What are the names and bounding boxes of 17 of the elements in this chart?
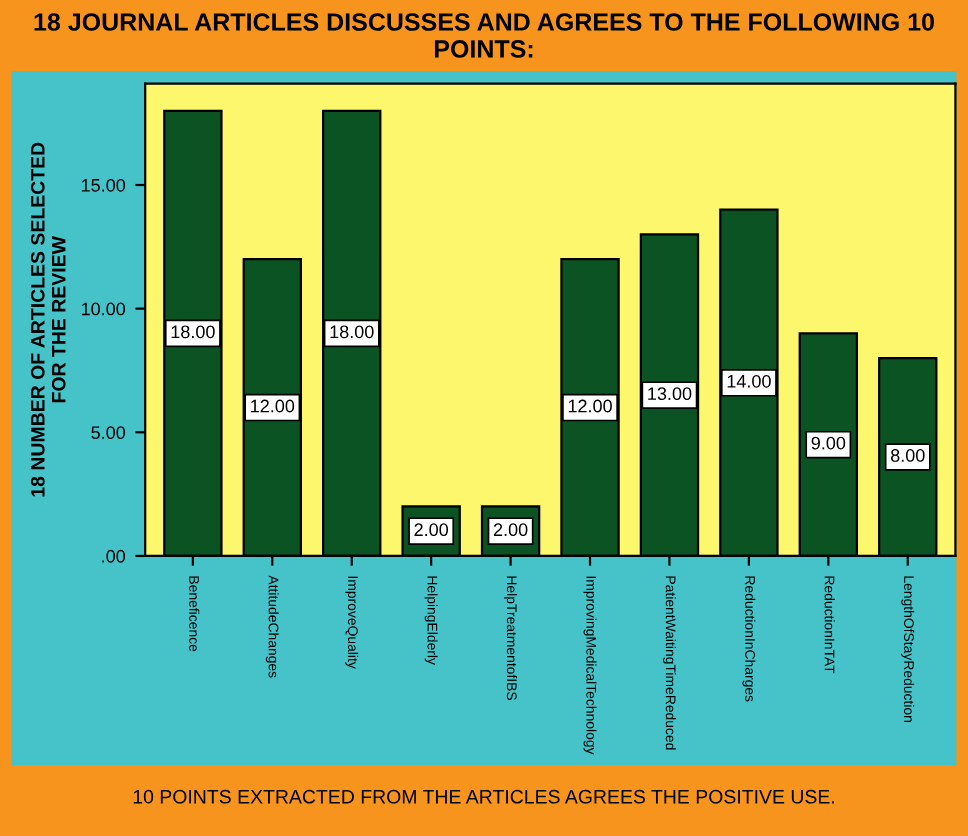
data-label: 8.00 [890,449,925,462]
text: 10 POINTS EXTRACTED FROM THE ARTICLES AGREES THE POSITIVE USE. [133,789,834,804]
y-tick-label: .00 [102,549,126,563]
data-label: 2.00 [493,523,528,537]
data-label: 18.00 [330,325,374,339]
data-label: 2.00 [414,523,449,537]
data-label: 12.00 [568,399,612,413]
y-axis-title: 18 NUMBER OF ARTICLES SELECTED FOR THE REVIEW [30,142,66,497]
data-label: 9.00 [811,436,846,450]
y-tick-label: 5.00 [91,426,126,440]
data-label: 13.00 [648,387,692,401]
chart-title: 18 JOURNAL ARTICLES DISCUSSES AND AGREES TO THE FOLLOWING 10 POINTS: [34,13,934,58]
data-label: 14.00 [727,374,771,388]
y-tick-label: 15.00 [81,178,126,192]
data-label: 12.00 [251,399,295,413]
data-label: 18.00 [171,325,215,339]
y-tick-label: 10.00 [81,302,126,316]
